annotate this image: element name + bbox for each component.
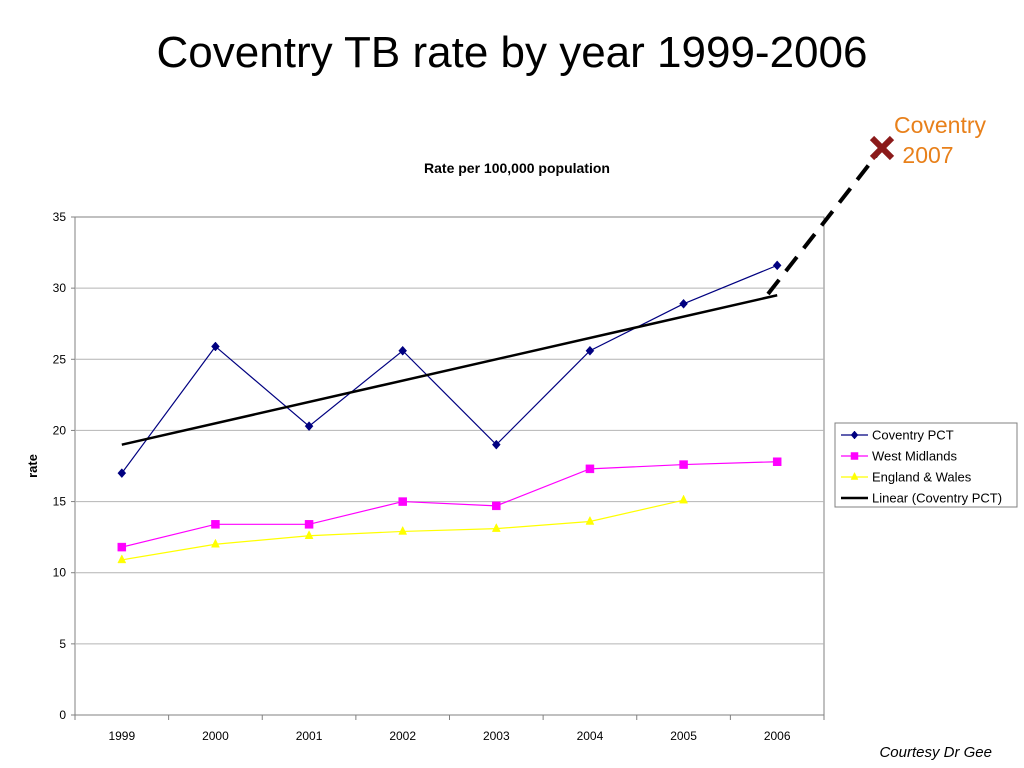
data-point-england-wales bbox=[679, 494, 688, 504]
legend-swatch-marker bbox=[850, 452, 859, 460]
data-point-coventry-pct bbox=[398, 345, 408, 356]
y-tick-label: 15 bbox=[53, 495, 67, 509]
series-markers bbox=[117, 260, 782, 564]
data-point-west-midlands bbox=[772, 457, 782, 466]
gridlines bbox=[75, 287, 824, 645]
legend-swatch-marker bbox=[850, 430, 859, 440]
legend-swatch-marker bbox=[850, 471, 859, 480]
x-tick-label: 2004 bbox=[577, 729, 604, 743]
y-tick-label: 25 bbox=[53, 352, 67, 366]
plot-area bbox=[74, 216, 825, 716]
data-point-coventry-pct bbox=[117, 468, 127, 478]
y-tick-label: 35 bbox=[53, 210, 67, 224]
data-point-england-wales bbox=[585, 515, 595, 525]
data-point-west-midlands bbox=[211, 520, 220, 529]
x-axis: 1999 2000 2001 2002 2003 2004 2005 2006 bbox=[74, 715, 825, 743]
series-line-coventry-pct bbox=[121, 264, 778, 474]
y-tick-label: 0 bbox=[59, 708, 66, 722]
legend-label: Coventry PCT bbox=[872, 428, 954, 443]
y-tick-label: 5 bbox=[59, 637, 66, 651]
x-tick-label: 2002 bbox=[389, 729, 416, 743]
data-point-england-wales bbox=[117, 554, 127, 564]
data-point-west-midlands bbox=[679, 460, 688, 469]
legend-item-coventry-pct: Coventry PCT bbox=[841, 428, 954, 443]
legend-label: England & Wales bbox=[872, 470, 972, 485]
y-tick-label: 30 bbox=[53, 281, 67, 295]
data-point-west-midlands bbox=[117, 542, 127, 552]
data-point-england-wales bbox=[491, 523, 501, 532]
data-point-coventry-pct bbox=[772, 260, 782, 271]
annotation-label-line1: Coventry bbox=[894, 112, 987, 138]
series-line-west-midlands bbox=[121, 461, 778, 548]
data-point-west-midlands bbox=[492, 501, 501, 511]
data-point-coventry-pct bbox=[679, 298, 688, 309]
x-tick-label: 2005 bbox=[670, 729, 697, 743]
annotation: Coventry 2007 bbox=[894, 112, 987, 168]
annotation-label-line2: 2007 bbox=[902, 142, 953, 168]
data-point-west-midlands bbox=[398, 497, 407, 506]
x-tick-label: 2003 bbox=[483, 729, 510, 743]
x-tick-label: 2001 bbox=[296, 729, 323, 743]
legend-label: Linear (Coventry PCT) bbox=[872, 491, 1002, 506]
data-point-coventry-pct bbox=[585, 345, 595, 356]
projection-dashed-line bbox=[766, 146, 884, 296]
trendline-layer bbox=[121, 135, 895, 446]
chart-title: Rate per 100,000 population bbox=[424, 160, 610, 176]
x-tick-label: 2006 bbox=[764, 729, 791, 743]
y-axis-title: rate bbox=[25, 454, 40, 478]
x-mark-stroke bbox=[869, 135, 895, 161]
x-tick-label: 1999 bbox=[108, 729, 135, 743]
y-axis: 0 5 10 15 20 25 30 35 bbox=[53, 210, 75, 722]
x-tick-label: 2000 bbox=[202, 729, 229, 743]
legend: Coventry PCT West Midlands England & Wales… bbox=[834, 422, 1018, 508]
x-mark-icon bbox=[869, 135, 895, 161]
legend-item-linear-coventry-pct: Linear (Coventry PCT) bbox=[841, 491, 1002, 506]
legend-box bbox=[834, 422, 1018, 508]
data-point-england-wales bbox=[304, 530, 314, 539]
slide-title: Coventry TB rate by year 1999-2006 bbox=[156, 28, 868, 77]
data-point-england-wales bbox=[398, 525, 408, 535]
legend-label: West Midlands bbox=[872, 449, 958, 464]
y-tick-label: 10 bbox=[53, 566, 67, 580]
data-point-coventry-pct bbox=[211, 341, 220, 352]
data-point-coventry-pct bbox=[491, 439, 501, 450]
legend-item-west-midlands: West Midlands bbox=[841, 449, 958, 464]
data-point-west-midlands bbox=[585, 464, 595, 474]
legend-item-england-wales: England & Wales bbox=[841, 470, 972, 485]
credit-text: Courtesy Dr Gee bbox=[879, 744, 992, 761]
y-tick-label: 20 bbox=[53, 423, 67, 437]
data-point-west-midlands bbox=[304, 520, 314, 529]
data-point-coventry-pct bbox=[304, 421, 314, 432]
data-point-england-wales bbox=[211, 538, 220, 548]
trendline bbox=[121, 294, 778, 446]
